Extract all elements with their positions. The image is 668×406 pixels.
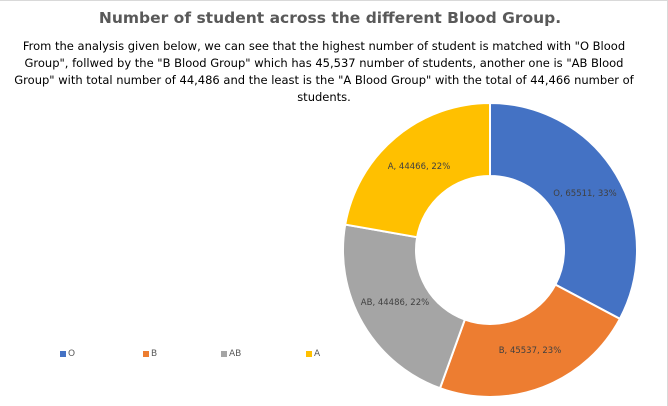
chart-title: Number of student across the different B… (98, 9, 562, 27)
legend-label-a: A (314, 349, 321, 359)
data-label-ab: AB, 44486, 22% (361, 298, 429, 308)
legend-item-o: O (60, 349, 75, 359)
chart-legend: O B AB A (0, 349, 668, 363)
legend-label-o: O (68, 349, 76, 359)
legend-swatch-a (306, 351, 312, 357)
data-label-a: A, 44466, 22% (388, 162, 451, 172)
legend-swatch-b (143, 351, 149, 357)
data-label-o: O, 65511, 33% (553, 189, 616, 199)
slice-a (344, 101, 491, 239)
legend-label-ab: AB (229, 349, 242, 359)
legend-swatch-ab (221, 351, 227, 357)
legend-label-b: B (151, 349, 158, 359)
legend-item-a: A (306, 349, 320, 359)
top-border (0, 0, 668, 1)
legend-swatch-o (60, 351, 66, 357)
slice-b (438, 283, 622, 398)
slice-o (489, 101, 638, 321)
chart-subtitle: From the analysis given below, we can se… (14, 39, 634, 104)
legend-item-ab: AB (221, 349, 241, 359)
legend-item-b: B (143, 349, 157, 359)
slice-ab (342, 223, 467, 390)
data-label-b: B, 45537, 23% (499, 346, 562, 356)
